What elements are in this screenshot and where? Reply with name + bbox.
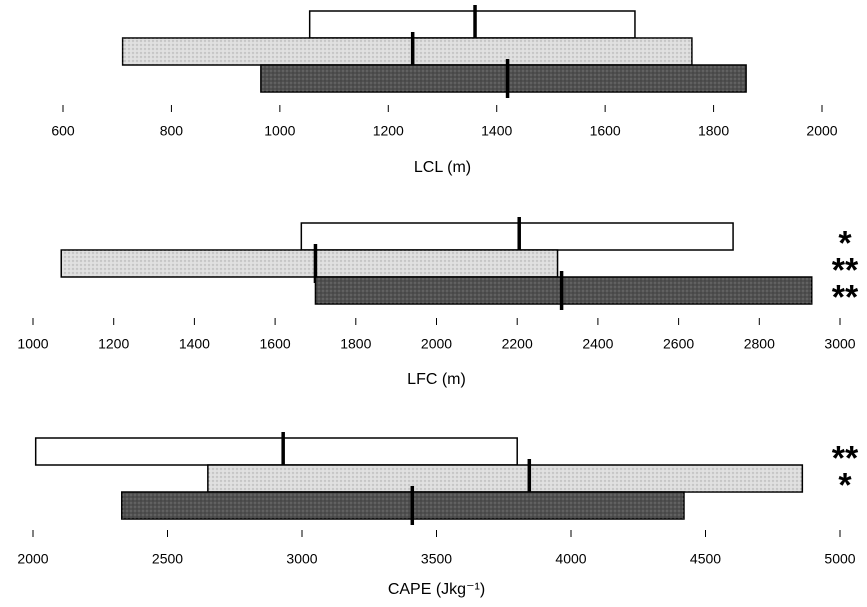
x-tick-label: 1800	[340, 336, 371, 352]
x-tick-label: 2000	[421, 336, 452, 352]
significance: **	[832, 278, 859, 316]
x-tick-label: 2800	[744, 336, 775, 352]
x-tick-label: 1200	[373, 123, 404, 139]
x-tick-label: 1600	[260, 336, 291, 352]
significance: **	[832, 251, 859, 289]
x-tick-label: 2000	[17, 551, 48, 567]
x-tick-label: 2400	[582, 336, 613, 352]
significance: *	[838, 224, 852, 262]
bar-texture	[122, 38, 692, 65]
x-tick-label: 1400	[179, 336, 210, 352]
x-axis-label: CAPE (Jkg⁻¹)	[388, 581, 485, 598]
x-tick-label: 800	[160, 123, 184, 139]
x-tick-label: 3500	[421, 551, 452, 567]
x-tick-label: 1600	[590, 123, 621, 139]
x-tick-label: 1800	[698, 123, 729, 139]
bar-texture	[260, 65, 747, 92]
x-tick-label: 5000	[824, 551, 855, 567]
range-bar	[300, 222, 734, 251]
significance: **	[832, 439, 859, 477]
range-bar	[34, 437, 518, 466]
bar-texture	[61, 250, 558, 277]
x-tick-label: 2200	[502, 336, 533, 352]
x-tick-label: 2600	[663, 336, 694, 352]
x-tick-label: 600	[51, 123, 75, 139]
bar-texture	[315, 277, 812, 304]
x-tick-label: 3000	[286, 551, 317, 567]
x-axis-label: LCL (m)	[414, 159, 471, 176]
range-bar	[308, 10, 636, 39]
bar-texture	[207, 465, 803, 492]
x-tick-label: 1400	[481, 123, 512, 139]
x-tick-label: 4500	[690, 551, 721, 567]
x-tick-label: 1200	[98, 336, 129, 352]
x-tick-label: 2000	[806, 123, 837, 139]
x-tick-label: 1000	[264, 123, 295, 139]
x-tick-label: 2500	[152, 551, 183, 567]
x-tick-label: 1000	[17, 336, 48, 352]
x-axis-label: LFC (m)	[407, 371, 466, 388]
bar-texture	[121, 492, 684, 519]
significance: *	[838, 466, 852, 504]
x-tick-label: 3000	[824, 336, 855, 352]
x-tick-label: 4000	[555, 551, 586, 567]
